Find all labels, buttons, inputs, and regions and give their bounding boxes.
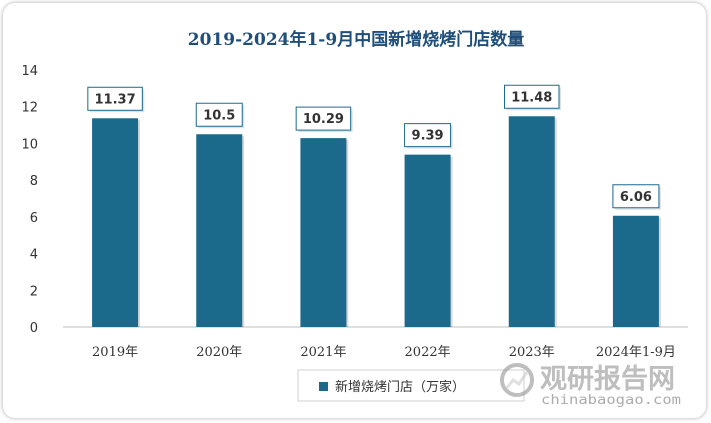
x-tick-label: 2021年 [300,345,346,360]
y-axis-ticks: 0 2 4 6 8 10 12 14 [21,64,38,336]
data-label: 10.29 [303,112,344,127]
bar [508,116,555,327]
x-tick-label: 2020年 [196,345,242,360]
bar [404,154,451,327]
x-tick-label: 2024年1-9月 [596,345,676,360]
data-label-box [612,184,660,209]
bar [196,134,243,327]
legend-box [297,369,525,402]
watermark-text-en: chinabaogao.com [541,393,681,408]
bar [300,138,347,327]
y-tick-label: 8 [30,174,38,189]
bar [92,118,139,327]
data-label-box [404,123,452,148]
y-tick-label: 4 [30,248,38,263]
data-labels-group: 11.37 10.5 10.29 9.39 11.48 6.06 [87,84,661,210]
y-tick-label: 2 [30,284,38,299]
x-tick-label: 2023年 [509,345,555,360]
bars-group [92,116,661,327]
x-tick-label: 2019年 [92,345,138,360]
y-tick-label: 0 [30,321,38,336]
watermark: 观研报告网 chinabaogao.com [500,363,681,408]
data-label: 9.39 [412,129,444,144]
legend-swatch [319,382,328,391]
y-tick-label: 14 [21,64,38,79]
data-label-box [87,86,143,111]
x-tick-label: 2022年 [405,345,451,360]
y-tick-label: 6 [30,211,38,226]
data-label: 6.06 [620,190,652,205]
y-tick-label: 12 [21,101,38,116]
y-tick-label: 10 [21,137,38,152]
data-label-box [195,102,243,127]
watermark-logo-icon [500,363,534,397]
data-label: 10.5 [203,108,235,123]
data-label: 11.48 [511,90,552,105]
legend-label: 新增烧烤门店（万家） [335,379,465,395]
chart-title: 2019-2024年1-9月中国新增烧烤门店数量 [188,29,524,50]
legend: 新增烧烤门店（万家） [297,369,525,402]
data-label: 11.37 [95,92,136,107]
watermark-text-cn: 观研报告网 [540,364,675,395]
data-label-box [504,84,560,109]
x-axis-ticks: 2019年 2020年 2021年 2022年 2023年 2024年1-9月 [92,345,676,360]
bar [612,215,659,327]
data-label-box [295,106,352,131]
